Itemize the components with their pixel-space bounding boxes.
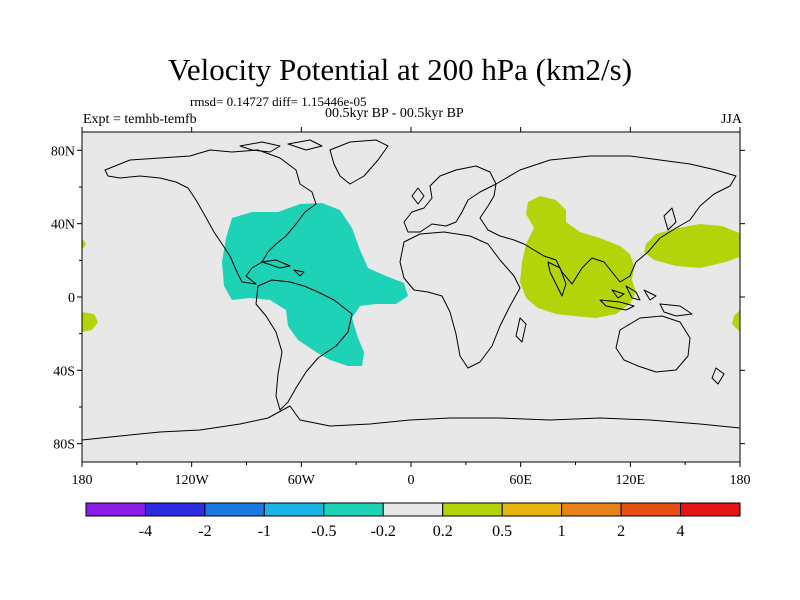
- coastline-antarctica: [82, 405, 740, 441]
- positive-anomaly-patch-west-top: [82, 238, 86, 250]
- lon-label: 180: [730, 473, 751, 488]
- colorbar-label: -2: [198, 523, 211, 540]
- lon-label: 0: [408, 473, 415, 488]
- coastline-australia: [615, 315, 691, 373]
- lon-label: 60W: [288, 473, 316, 488]
- coastline-indonesia: [599, 285, 657, 311]
- positive-anomaly-patch-west-edge: [82, 312, 98, 332]
- coastline-africa: [399, 231, 521, 369]
- coastline-british-isles: [411, 187, 425, 205]
- colorbar-swatch: [323, 502, 384, 517]
- coastline-india: [547, 261, 567, 297]
- colorbar-swatch: [85, 502, 146, 517]
- latitude-axis: 80N 40N 0 40S 80S: [51, 144, 745, 453]
- coastline-new-guinea: [659, 303, 693, 317]
- lon-label: 120E: [616, 473, 646, 488]
- colorbar-swatch: [501, 502, 563, 517]
- colorbar-label: -1: [258, 523, 271, 540]
- colorbar: -4 -2 -1 -0.5 -0.2 0.2 0.5 1 2 4: [85, 502, 741, 540]
- colorbar-label: -0.5: [311, 523, 336, 540]
- coastlines: [82, 139, 740, 441]
- coastline-caribbean: [261, 259, 305, 277]
- coastline-japan: [663, 207, 677, 231]
- colorbar-swatch: [204, 502, 265, 517]
- coastline-europe: [403, 165, 497, 233]
- colorbar-label: 2: [617, 523, 625, 540]
- positive-anomaly-region-asia: [520, 196, 636, 318]
- colorbar-swatch: [680, 502, 741, 517]
- coastline-madagascar: [515, 317, 527, 343]
- coastline-asia: [479, 155, 737, 285]
- lon-label: 180: [72, 473, 93, 488]
- colorbar-label: 0.2: [433, 523, 453, 540]
- positive-anomaly-region-pacific: [644, 224, 740, 268]
- lon-label: 120W: [175, 473, 210, 488]
- colorbar-swatch: [442, 502, 503, 517]
- positive-anomaly-patch-east-edge: [732, 310, 740, 332]
- colorbar-swatch: [144, 502, 206, 517]
- stats-label: rmsd= 0.14727 diff= 1.15446e-05: [190, 94, 367, 109]
- period-label: 00.5kyr BP - 00.5kyr BP: [325, 106, 464, 121]
- colorbar-swatch: [561, 502, 622, 517]
- lon-label: 60E: [509, 473, 532, 488]
- coastline-greenland: [329, 139, 389, 185]
- colorbar-label: -4: [139, 523, 152, 540]
- chart-title: Velocity Potential at 200 hPa (km2/s): [167, 52, 633, 87]
- coastline-arctic-islands: [239, 139, 323, 153]
- season-label: JJA: [720, 112, 742, 127]
- lat-label: 80N: [51, 144, 75, 159]
- coastline-south-america: [255, 279, 353, 411]
- coastline-new-zealand: [711, 367, 725, 385]
- longitude-axis: 180 120W 60W 0 60E 120E 180: [72, 127, 751, 488]
- lat-label: 0: [68, 291, 75, 306]
- colorbar-label: 4: [677, 523, 685, 540]
- lat-label: 40N: [51, 218, 75, 233]
- experiment-label: Expt = temhb-temfb: [83, 112, 197, 127]
- lat-label: 80S: [53, 438, 75, 453]
- lat-label: 40S: [53, 364, 75, 379]
- colorbar-label: 0.5: [492, 523, 512, 540]
- colorbar-label: -0.2: [371, 523, 396, 540]
- colorbar-swatch: [263, 502, 325, 517]
- colorbar-swatch: [620, 502, 682, 517]
- negative-anomaly-region: [222, 203, 408, 366]
- colorbar-label: 1: [558, 523, 566, 540]
- map-background: [82, 132, 740, 462]
- colorbar-swatch: [382, 502, 444, 517]
